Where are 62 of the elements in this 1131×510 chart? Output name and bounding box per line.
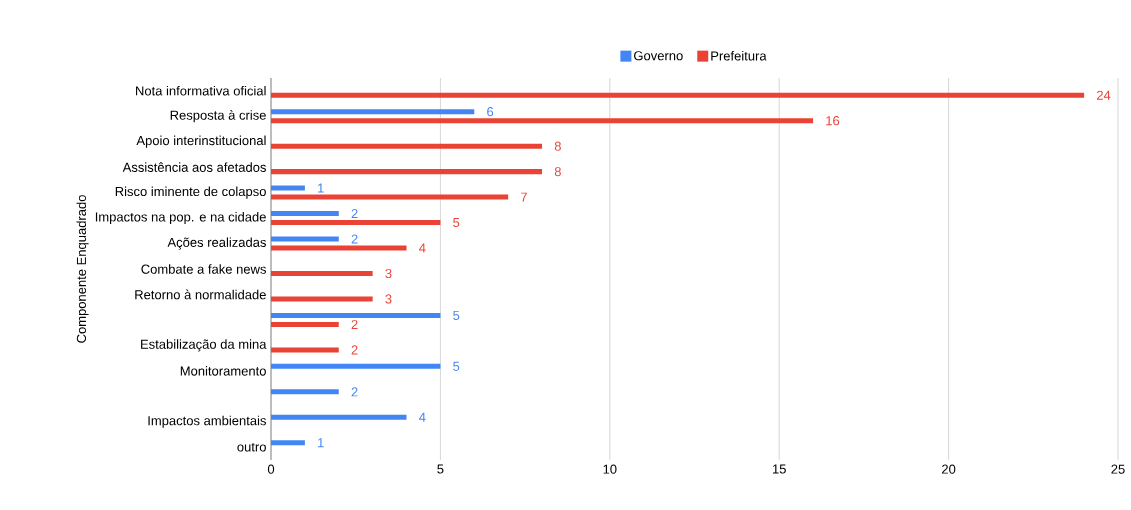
bar (271, 185, 305, 191)
y-tick-label: Combate a fake news (141, 264, 266, 274)
y-axis-title: Componente Enquadrado (76, 195, 89, 343)
data-label: 2 (351, 345, 358, 355)
bar (271, 118, 814, 124)
data-label: 5 (453, 310, 460, 320)
data-label: 8 (554, 141, 561, 151)
data-label: 2 (351, 319, 358, 329)
data-label: 4 (419, 412, 426, 422)
data-label: 4 (419, 243, 426, 253)
data-label: 1 (318, 438, 324, 448)
data-label: 6 (487, 107, 494, 117)
y-tick-label: Retorno à normalidade (135, 289, 266, 300)
y-tick-label: Resposta à crise (170, 110, 266, 123)
data-label: 2 (351, 387, 358, 397)
bar (271, 211, 339, 217)
bar (271, 363, 441, 369)
y-tick-label: Apoio interinstitucional (136, 135, 266, 148)
bar (271, 109, 475, 115)
x-tick-label: 10 (603, 464, 617, 474)
bar (271, 220, 441, 226)
y-tick-label: Monitoramento (180, 366, 266, 376)
y-tick-label: outro (237, 442, 266, 452)
bar (271, 143, 543, 149)
y-tick-label: Ações realizadas (167, 237, 266, 250)
data-label: 2 (351, 209, 358, 219)
x-tick-label: 15 (772, 464, 786, 474)
x-tick-label: 5 (437, 464, 444, 474)
bar (271, 92, 1085, 98)
x-tick-label: 25 (1111, 464, 1125, 474)
bar (271, 347, 339, 353)
bar (271, 312, 441, 318)
bar (271, 270, 373, 276)
bar (271, 236, 339, 242)
y-tick-label: Risco iminente de colapso (115, 186, 266, 199)
data-label: 16 (826, 116, 840, 126)
y-tick-label: Estabilização da mina (141, 339, 267, 352)
bar (271, 296, 373, 302)
x-tick-label: 20 (942, 464, 956, 474)
bar (271, 389, 339, 395)
data-label: 3 (385, 268, 392, 279)
data-label: 7 (521, 192, 527, 202)
y-tick-label: Assistência aos afetados (122, 162, 266, 172)
bar (271, 194, 509, 200)
data-label: 24 (1096, 90, 1111, 100)
bar (271, 440, 305, 446)
bar (271, 321, 339, 327)
y-tick-label: Impactos ambientais (148, 415, 266, 428)
data-label: 5 (453, 361, 460, 371)
y-tick-label: Impactos na pop. e na cidade (95, 211, 266, 225)
data-label: 8 (554, 167, 561, 177)
y-tick-label: Nota informativa oficial (136, 85, 266, 96)
bar (271, 245, 407, 251)
data-label: 2 (351, 234, 358, 244)
legend-label: Prefeitura (711, 50, 767, 61)
x-tick-label: 0 (267, 464, 275, 474)
data-label: 3 (385, 294, 392, 304)
legend-label: Governo (634, 51, 683, 61)
bar (271, 414, 407, 420)
bar (271, 169, 543, 175)
data-label: 1 (318, 183, 324, 193)
data-label: 5 (453, 218, 460, 228)
